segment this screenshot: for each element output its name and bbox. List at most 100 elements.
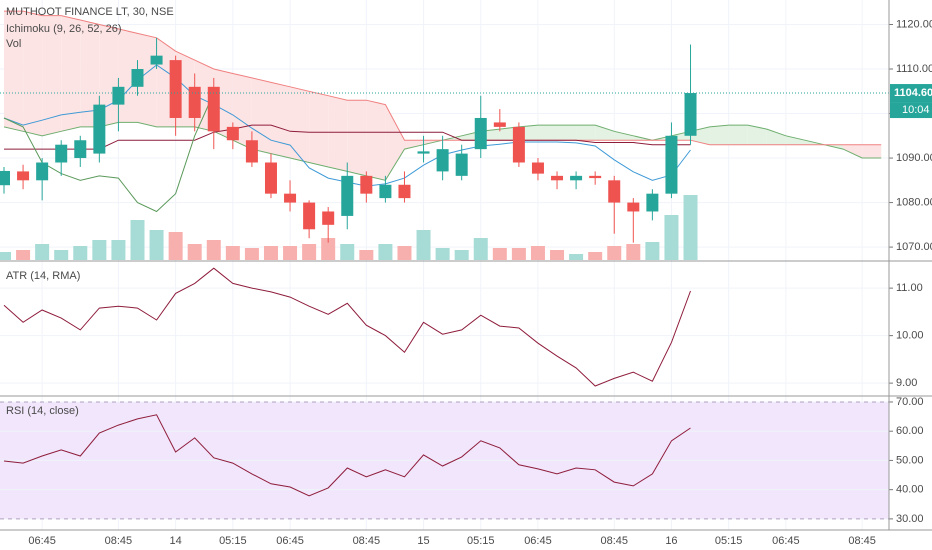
volume-bar [569, 254, 584, 260]
volume-bar [416, 230, 431, 260]
x-tick-label: 08:45 [105, 535, 133, 547]
volume-bar [168, 232, 183, 260]
candle-body [608, 180, 621, 203]
indicator-line [3, 414, 691, 497]
x-tick-label: 08:45 [353, 535, 381, 547]
y-tick-label: 11.00 [896, 282, 923, 294]
x-tick-label: 08:45 [600, 535, 628, 547]
cloud-fill [290, 86, 310, 163]
volume-bar [683, 195, 698, 260]
cloud-fill [614, 131, 634, 141]
volume-bar [16, 250, 31, 260]
candle-body [493, 122, 506, 127]
x-tick-label: 14 [170, 535, 182, 547]
candle-body [684, 93, 697, 136]
last-price-label: 1104.60 [894, 87, 932, 99]
volume-bar [626, 244, 641, 260]
volume-bar [473, 238, 488, 260]
candle-body [17, 171, 30, 181]
volume-bar [454, 250, 469, 260]
volume-bar [359, 250, 374, 260]
candle-body [169, 60, 182, 118]
candle-body [589, 175, 602, 179]
y-tick-label: 1070.00 [896, 241, 932, 253]
cloud-fill [747, 125, 767, 145]
symbol-title: MUTHOOT FINANCE LT, 30, NSE [6, 6, 174, 18]
ichimoku-line [3, 92, 215, 213]
cloud-fill [766, 129, 786, 145]
candle-body [665, 135, 678, 194]
cloud-fill [309, 91, 329, 167]
volume-bar [492, 248, 507, 260]
volume-bar [130, 220, 145, 260]
volume-bar [435, 248, 450, 260]
x-tick-label: 16 [665, 535, 677, 547]
volume-bar [550, 250, 565, 260]
volume-bar [149, 230, 164, 260]
candle-body [55, 144, 68, 163]
candle-body [207, 86, 220, 132]
cloud-fill [785, 135, 805, 145]
cloud-fill [843, 144, 863, 159]
cloud-fill [270, 82, 291, 159]
countdown-label: 10:04 [902, 104, 930, 116]
volume-bar [73, 246, 88, 260]
candle-body [226, 126, 239, 141]
cloud-fill [537, 125, 558, 141]
candle-body [284, 193, 297, 203]
candle-body [303, 202, 316, 230]
pane-title: ATR (14, RMA) [6, 270, 80, 282]
cloud-fill [557, 125, 577, 141]
volume-bar [35, 244, 50, 260]
y-tick-label: 1080.00 [896, 196, 932, 208]
candle-body [436, 149, 449, 172]
volume-bar [225, 246, 240, 260]
cloud-fill [23, 11, 43, 136]
candle-body [93, 104, 106, 154]
candle-body [150, 55, 163, 65]
volume-bar [302, 244, 317, 260]
volume-bar [263, 246, 278, 260]
candle-body [417, 151, 430, 154]
cloud-fill [385, 104, 405, 181]
cloud-fill [328, 95, 348, 172]
candle-body [531, 162, 544, 174]
volume-bar [340, 244, 355, 260]
y-tick-label: 10.00 [896, 330, 924, 342]
cloud-fill [366, 100, 386, 181]
candle-body [322, 211, 335, 225]
indicator-line [3, 267, 691, 387]
candle-body [398, 184, 411, 199]
pane-title: RSI (14, close) [6, 405, 79, 417]
volume-bar [530, 246, 545, 260]
candle-body [646, 193, 659, 212]
indicator-label: Ichimoku (9, 26, 52, 26) [6, 23, 122, 35]
last-price-box [890, 84, 932, 103]
volume-bar [588, 252, 603, 260]
volume-bar [664, 215, 679, 260]
cloud-fill [4, 11, 24, 132]
volume-bar [607, 246, 622, 260]
y-tick-label: 9.00 [896, 377, 917, 389]
cloud-fill [576, 125, 596, 141]
candle-body [74, 140, 87, 159]
candle-body [474, 117, 487, 150]
x-tick-label: 06:45 [524, 535, 552, 547]
volume-bar [111, 240, 126, 260]
cloud-fill [404, 140, 424, 150]
candle-body [627, 202, 640, 212]
cloud-fill [709, 125, 729, 145]
volume-bar [0, 252, 11, 260]
candle-body [341, 175, 354, 216]
candle-body [512, 126, 525, 163]
candle-body [245, 140, 258, 163]
candle-body [112, 86, 125, 105]
candle-body [551, 175, 564, 181]
y-tick-label: 30.00 [896, 513, 924, 525]
cloud-fill [595, 125, 615, 141]
candle-body [36, 162, 49, 181]
x-tick-label: 06:45 [276, 535, 304, 547]
x-tick-label: 05:15 [467, 535, 495, 547]
y-tick-label: 50.00 [896, 454, 924, 466]
